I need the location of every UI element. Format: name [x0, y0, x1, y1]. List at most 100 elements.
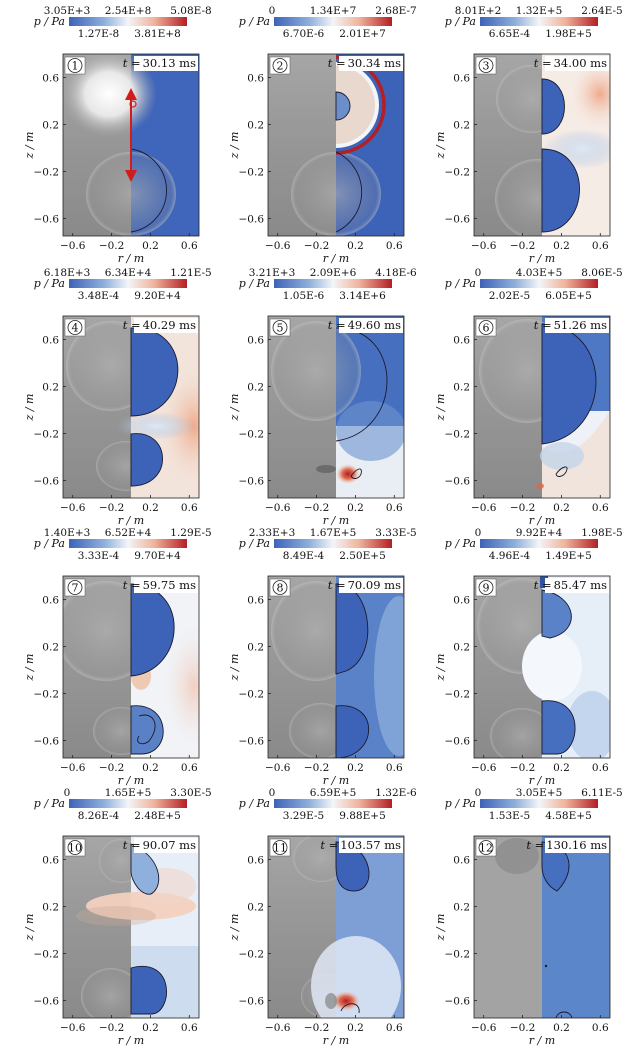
colorbar-top-tick: 1.98E-5 [581, 527, 622, 539]
y-tick-label: −0.6 [239, 213, 265, 225]
panel-index-circle [67, 840, 83, 855]
y-tick-label: 0.2 [42, 901, 59, 913]
panel-index: 10 [68, 842, 82, 855]
y-tick-label: 0.2 [42, 641, 59, 653]
x-tick-label: 0.6 [592, 240, 609, 252]
time-prefix: t = [123, 838, 141, 852]
x-tick-label: −0.2 [99, 240, 125, 252]
colorbar-bottom-tick: 3.14E+6 [339, 290, 386, 302]
panel-index-circle [67, 580, 83, 595]
colorbar-bottom-tick: 2.48E+5 [134, 810, 181, 822]
time-box [339, 578, 403, 593]
bubble-contour [555, 1011, 573, 1018]
y-axis-label: z / m [228, 132, 241, 160]
y-axis-label: z / m [228, 654, 241, 682]
photo-bubble [293, 836, 349, 882]
time-box [339, 56, 403, 71]
colorbar-top-tick: 2.68E-7 [375, 5, 416, 17]
colorbar [274, 799, 392, 808]
colorbar-top-tick: 4.18E-6 [375, 267, 417, 279]
colorbar-top-tick: 1.21E-5 [170, 267, 211, 279]
bubble-contour [541, 589, 572, 639]
colorbar-bottom-tick: 9.88E+5 [339, 810, 386, 822]
time-box [545, 56, 609, 71]
colorbar-top-tick: 6.18E+3 [44, 267, 91, 279]
y-tick-label: −0.6 [239, 475, 265, 487]
x-tick-label: 0.2 [142, 762, 159, 774]
colorbar-bottom-tick: 6.05E+5 [545, 290, 592, 302]
panel-index: 2 [277, 60, 284, 73]
time-value: 130.16 ms [546, 838, 607, 852]
panel-4: p / Pa6.18E+3 6.34E+4 1.21E-5 3.48E-4 9.20E+… [23, 267, 212, 527]
colorbar-bottom-tick: 3.29E-5 [283, 810, 324, 822]
colorbar-bottom-tick: 1.05E-6 [283, 290, 325, 302]
time-label: t = 49.60 ms [328, 318, 401, 332]
time-box [134, 578, 198, 593]
time-label: t = 30.13 ms [123, 56, 196, 70]
x-tick-label: −0.6 [60, 502, 86, 514]
colorbar [274, 17, 392, 26]
y-tick-label: 0.6 [247, 72, 264, 84]
y-tick-label: 0.2 [42, 381, 59, 393]
time-label: t = 103.57 ms [320, 838, 401, 852]
panel-index: 3 [483, 60, 490, 73]
bubble-contour [335, 705, 369, 758]
colorbar [480, 279, 598, 288]
y-axis-label: z / m [23, 654, 36, 682]
panel-index-circle [272, 580, 288, 595]
bubble-contour [541, 148, 580, 233]
x-axis-label: r / m [323, 774, 349, 787]
bubble-contour [350, 468, 362, 479]
y-axis-label: z / m [228, 394, 241, 422]
y-tick-label: −0.6 [34, 475, 60, 487]
plot-frame [267, 53, 405, 237]
bubble-contour [130, 705, 164, 755]
time-prefix: t = [534, 318, 552, 332]
colorbar-bottom-tick: 2.01E+7 [339, 28, 386, 40]
y-tick-label: −0.6 [34, 213, 60, 225]
colorbar-bottom-tick: 1.98E+5 [545, 28, 592, 40]
colorbar-bottom-tick: 6.70E-6 [283, 28, 325, 40]
time-value: 59.75 ms [143, 578, 196, 592]
y-tick-label: 0.2 [453, 119, 470, 131]
time-label: t = 30.34 ms [328, 56, 401, 70]
bubble-contour [137, 714, 156, 745]
x-axis-label: r / m [323, 514, 349, 527]
x-tick-label: 0.6 [386, 762, 403, 774]
y-tick-label: 0.2 [453, 381, 470, 393]
photo-bubble [271, 321, 361, 421]
y-tick-label: 0.6 [453, 72, 470, 84]
panel-index: 8 [277, 582, 284, 595]
y-tick-label: −0.2 [239, 428, 265, 440]
panel-index-circle [272, 840, 288, 855]
plot-frame [267, 835, 405, 1019]
y-axis-label: z / m [434, 914, 447, 942]
time-prefix: t = [123, 56, 141, 70]
y-tick-label: 0.6 [247, 594, 264, 606]
x-tick-label: 0.6 [386, 502, 403, 514]
panel-index: 12 [479, 842, 493, 855]
high-pressure-spot [332, 991, 360, 1011]
colorbar-label: p / Pa [239, 15, 270, 28]
x-tick-label: 0.6 [181, 762, 198, 774]
y-tick-label: 0.2 [42, 119, 59, 131]
x-tick-label: −0.6 [471, 1022, 497, 1034]
plot-frame [62, 53, 200, 237]
time-box [545, 578, 609, 593]
y-tick-label: 0.6 [247, 334, 264, 346]
colorbar-bottom-tick: 4.58E+5 [545, 810, 592, 822]
colorbar-top-tick: 0 [475, 267, 482, 279]
x-tick-label: −0.6 [471, 762, 497, 774]
colorbar-bottom-tick: 3.33E-4 [78, 550, 120, 562]
time-label: t = 40.29 ms [123, 318, 196, 332]
bubble-contour [130, 148, 167, 233]
time-prefix: t = [526, 838, 544, 852]
x-axis-label: r / m [529, 514, 555, 527]
colorbar [69, 539, 187, 548]
time-box [545, 838, 609, 853]
x-tick-label: −0.2 [99, 502, 125, 514]
colorbar-bottom-tick: 3.81E+8 [134, 28, 181, 40]
x-axis-label: r / m [323, 252, 349, 265]
y-tick-label: 0.6 [42, 72, 59, 84]
x-tick-label: −0.6 [60, 1022, 86, 1034]
